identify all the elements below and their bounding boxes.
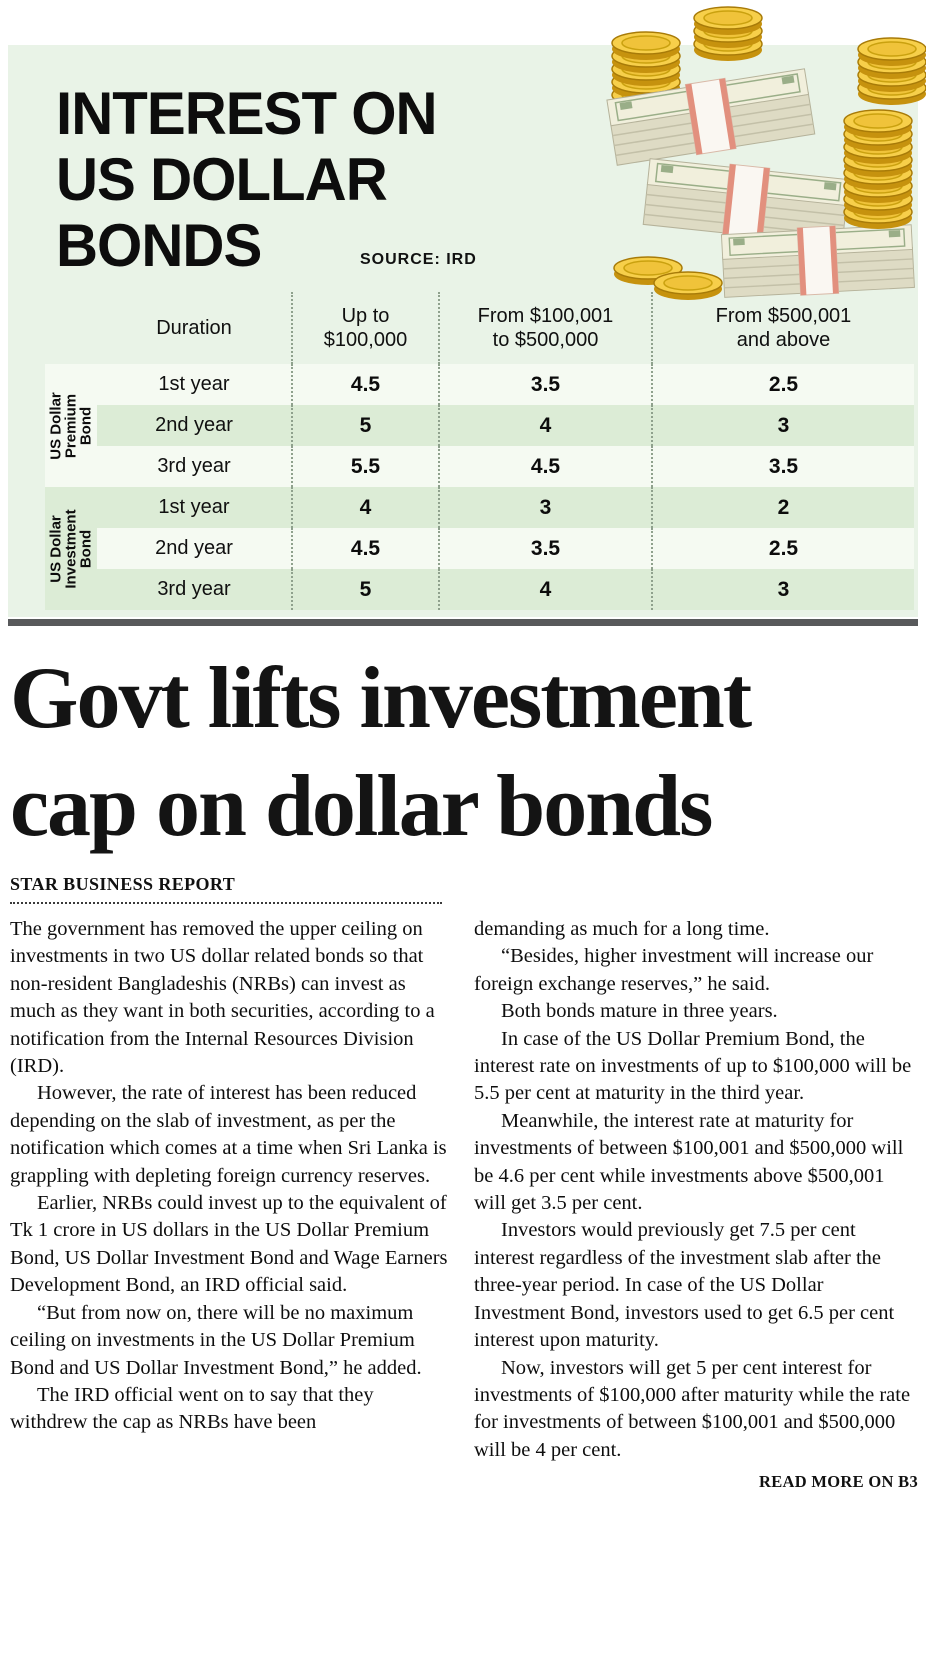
article-body: The government has removed the upper cei… <box>10 916 918 1496</box>
rate-cell: 4 <box>438 405 652 446</box>
headline-line1: Govt lifts investment <box>10 650 752 747</box>
duration-cell: 3rd year <box>157 455 231 477</box>
section-divider <box>8 619 918 626</box>
rate-cell: 2 <box>651 487 914 528</box>
paragraph: Both bonds mature in three years. <box>501 1000 778 1023</box>
rate-cell: 4.5 <box>438 446 652 487</box>
group-label-text: US Dollar Premium Bond <box>47 391 95 460</box>
rate-cell: 5 <box>291 569 439 610</box>
infographic-title-line1: INTEREST ON <box>56 80 438 147</box>
group-label-text: US Dollar Investment Bond <box>47 508 95 589</box>
byline: STAR BUSINESS REPORT <box>10 874 236 894</box>
cash-and-coins-illustration <box>605 6 926 300</box>
infographic-title-line3: BONDS <box>56 212 262 279</box>
table-row: 2nd year 4.5 3.5 2.5 <box>45 528 914 569</box>
rate-cell: 3.5 <box>438 364 652 405</box>
paragraph: Now, investors will get 5 per cent inter… <box>474 1356 911 1461</box>
group-label-premium-bond: US Dollar Premium Bond <box>45 364 97 487</box>
paragraph: “But from now on, there will be no maxim… <box>10 1301 422 1379</box>
infographic-title-line2: US DOLLAR <box>56 146 388 213</box>
paragraph: In case of the US Dollar Premium Bond, t… <box>474 1027 912 1105</box>
table-row: US Dollar Premium Bond 1st year 4.5 3.5 … <box>45 364 914 459</box>
rate-cell: 4.5 <box>291 528 439 569</box>
paragraph: Meanwhile, the interest rate at maturity… <box>474 1109 904 1215</box>
table-header-col3: From $500,001 and above <box>651 292 914 364</box>
paragraph: Investors would previously get 7.5 per c… <box>474 1219 895 1352</box>
rate-cell: 2.5 <box>651 364 914 405</box>
table-header-duration: Duration <box>156 317 232 339</box>
paragraph: demanding as much for a long time. <box>474 918 770 940</box>
interest-rate-table: Duration Up to $100,000 From $100,001 to… <box>45 292 914 610</box>
rate-cell: 5.5 <box>291 446 439 487</box>
article-column-right: demanding as much for a long time. “Besi… <box>474 916 918 1496</box>
infographic-title: INTEREST ON US DOLLAR BONDS <box>56 80 438 279</box>
table-row: 2nd year 5 4 3 <box>45 405 914 446</box>
duration-cell: 3rd year <box>157 578 231 600</box>
duration-cell: 1st year <box>158 496 230 518</box>
paragraph: Earlier, NRBs could invest up to the equ… <box>10 1192 448 1297</box>
table-row: 3rd year 5.5 4.5 3.5 <box>45 446 914 487</box>
source-label: SOURCE: IRD <box>360 251 477 268</box>
rate-cell: 3.5 <box>438 528 652 569</box>
paragraph: However, the rate of interest has been r… <box>10 1082 447 1187</box>
headline: Govt lifts investment cap on dollar bond… <box>10 645 918 861</box>
table-row: US Dollar Investment Bond 1st year 4 3 2 <box>45 487 914 588</box>
rate-cell: 5 <box>291 405 439 446</box>
duration-cell: 2nd year <box>155 537 233 559</box>
table-header-empty <box>45 292 97 364</box>
rate-cell: 3.5 <box>651 446 914 487</box>
byline-rule <box>10 902 442 904</box>
rate-cell: 2.5 <box>651 528 914 569</box>
rate-cell: 3 <box>651 405 914 446</box>
paragraph: The government has removed the upper cei… <box>10 918 435 1078</box>
rate-cell: 4 <box>438 569 652 610</box>
table-header-row: Duration Up to $100,000 From $100,001 to… <box>45 292 914 364</box>
table-header-col1: Up to $100,000 <box>291 292 439 364</box>
duration-cell: 1st year <box>158 373 230 395</box>
headline-line2: cap on dollar bonds <box>10 758 713 855</box>
duration-cell: 2nd year <box>155 414 233 436</box>
group-label-investment-bond: US Dollar Investment Bond <box>45 487 97 610</box>
table-row: 3rd year 5 4 3 <box>45 569 914 610</box>
paragraph: “Besides, higher investment will increas… <box>474 945 874 995</box>
article-column-left: The government has removed the upper cei… <box>10 916 454 1496</box>
paragraph: The IRD official went on to say that the… <box>10 1383 374 1434</box>
rate-cell: 4 <box>291 487 439 528</box>
read-more-note: READ MORE ON B3 <box>759 1472 918 1492</box>
rate-cell: 3 <box>438 487 652 528</box>
table-header-col2: From $100,001 to $500,000 <box>438 292 652 364</box>
rate-cell: 3 <box>651 569 914 610</box>
rate-cell: 4.5 <box>291 364 439 405</box>
